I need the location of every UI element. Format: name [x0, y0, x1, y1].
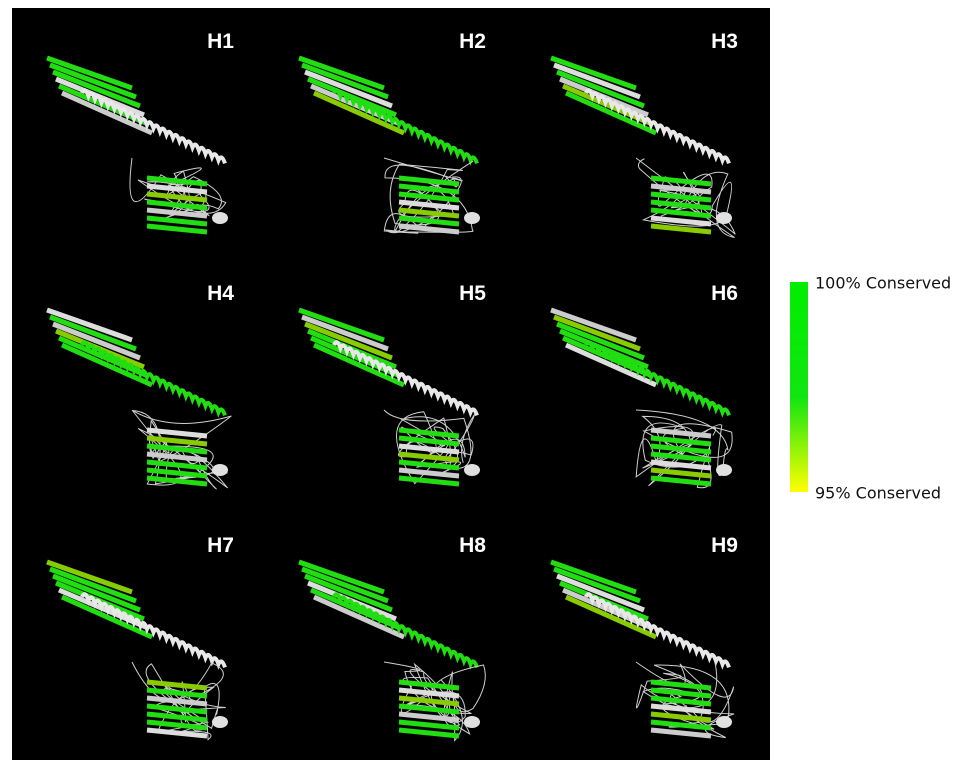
- panel-label: H6: [711, 282, 738, 305]
- helix-end: [716, 212, 732, 224]
- panel-label: H2: [459, 30, 486, 53]
- panel-label: H7: [207, 534, 234, 557]
- helix-end: [212, 212, 228, 224]
- panel-label: H3: [711, 30, 738, 53]
- helix-end: [464, 464, 480, 476]
- panel-label: H9: [711, 534, 738, 557]
- panel-label: H8: [459, 534, 486, 557]
- helix-end: [212, 464, 228, 476]
- conservation-scale: [790, 282, 808, 492]
- helix-end: [464, 212, 480, 224]
- panel-label: H1: [207, 30, 234, 53]
- panel-label: H5: [459, 282, 486, 305]
- helix-end: [716, 464, 732, 476]
- helix-end: [212, 716, 228, 728]
- legend-bottom: 95% Conserved: [815, 484, 941, 503]
- panel-label: H4: [207, 282, 234, 305]
- helix-end: [464, 716, 480, 728]
- legend-top: 100% Conserved: [815, 274, 951, 293]
- helix-end: [716, 716, 732, 728]
- figure: H1 H2 H3 H4 H5 H6 H7 H8 H9 100% Conserved 95% Co…: [0, 0, 966, 760]
